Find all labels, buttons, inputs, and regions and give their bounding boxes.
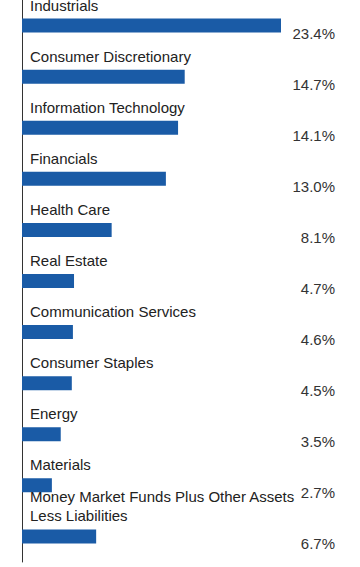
svg-text:Information Technology: Information Technology	[30, 99, 185, 116]
svg-text:8.1%: 8.1%	[301, 229, 335, 246]
svg-text:2.7%: 2.7%	[301, 484, 335, 501]
svg-text:Materials: Materials	[30, 456, 91, 473]
svg-text:13.0%: 13.0%	[292, 178, 335, 195]
svg-text:Financials: Financials	[30, 150, 98, 167]
svg-text:4.7%: 4.7%	[301, 280, 335, 297]
svg-text:Health Care: Health Care	[30, 201, 110, 218]
svg-text:Consumer Staples: Consumer Staples	[30, 354, 153, 371]
svg-text:Money Market Funds Plus Other: Money Market Funds Plus Other Assets	[30, 488, 294, 505]
svg-text:Communication Services: Communication Services	[30, 303, 196, 320]
svg-text:Industrials: Industrials	[30, 0, 98, 14]
svg-text:4.6%: 4.6%	[301, 331, 335, 348]
svg-text:Energy: Energy	[30, 405, 78, 422]
svg-text:14.7%: 14.7%	[292, 76, 335, 93]
svg-text:4.5%: 4.5%	[301, 382, 335, 399]
svg-text:3.5%: 3.5%	[301, 433, 335, 450]
svg-text:6.7%: 6.7%	[301, 535, 335, 552]
svg-text:14.1%: 14.1%	[292, 127, 335, 144]
svg-text:Consumer Discretionary: Consumer Discretionary	[30, 48, 191, 65]
svg-text:Less Liabilities: Less Liabilities	[30, 507, 128, 524]
svg-text:Real Estate: Real Estate	[30, 252, 108, 269]
svg-text:23.4%: 23.4%	[292, 25, 335, 42]
